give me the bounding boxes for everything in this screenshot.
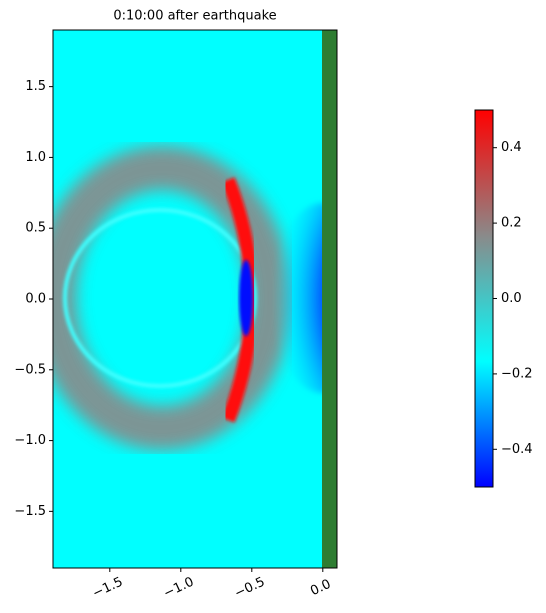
y-tick-label: −0.5 [14,362,46,377]
land [322,30,337,568]
y-tick-label: −1.5 [14,504,46,519]
x-tick-label: −1.5 [90,575,125,602]
x-tick-label: −0.5 [232,575,267,602]
colorbar [474,109,494,488]
y-tick-label: 1.5 [25,79,46,94]
colorbar-tick-label: −0.4 [501,442,533,457]
y-tick-label: 0.0 [25,292,46,307]
colorbar-tick-label: 0.0 [501,291,522,306]
colorbar-tick-label: 0.2 [501,216,522,231]
field [53,30,337,568]
colorbar-tick-label: −0.2 [501,366,533,381]
colorbar-tick-label: 0.4 [501,140,522,155]
x-tick-label: −1.0 [161,575,196,602]
y-tick-label: 1.0 [25,150,46,165]
shore-trough [272,203,337,393]
wave-trough [239,260,253,336]
y-tick-label: 0.5 [25,221,46,236]
y-tick-label: −1.0 [14,433,46,448]
x-tick-label: 0.0 [308,577,333,599]
wave-ring [53,146,292,450]
chart-title: 0:10:00 after earthquake [113,9,276,24]
